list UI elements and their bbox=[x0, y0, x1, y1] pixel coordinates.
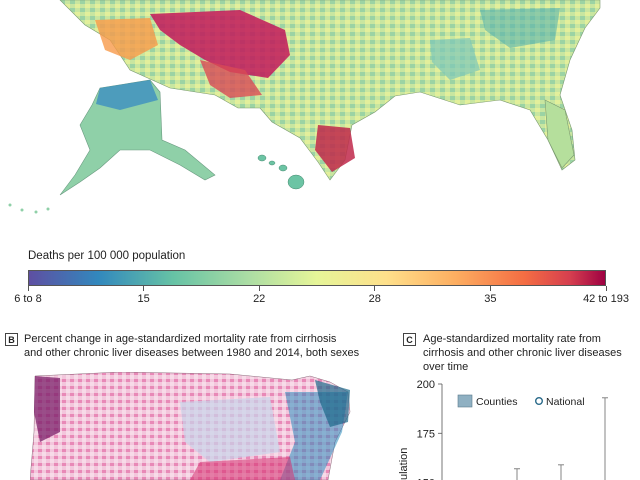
gulf-coast-blue bbox=[430, 38, 480, 80]
southwest-hotspot bbox=[150, 10, 290, 78]
y-tick-label: 200 bbox=[417, 379, 435, 391]
panel-c-letter: C bbox=[403, 333, 416, 346]
y-tick-label: 150 bbox=[417, 478, 435, 480]
counties-legend-label: Counties bbox=[476, 396, 517, 408]
aleutian-islands bbox=[8, 203, 50, 214]
color-scale-tick bbox=[27, 286, 29, 291]
national-legend-label: National bbox=[546, 396, 585, 408]
panel-c-range-chart: 150 175 200 ulation Counties National bbox=[398, 379, 608, 480]
arizona-orange bbox=[95, 18, 158, 60]
florida-peninsula bbox=[544, 99, 575, 169]
panel-c-title-line1: Age-standardized mortality rate from bbox=[423, 333, 601, 345]
panel-c-title-line2: cirrhosis and other chronic liver diseas… bbox=[423, 347, 622, 359]
color-scale-tick bbox=[258, 286, 260, 291]
alaska-north-blue bbox=[96, 80, 158, 110]
northwest-decline bbox=[34, 376, 60, 442]
northeast-blue bbox=[480, 8, 560, 48]
midwest-mixed bbox=[180, 397, 280, 462]
northeast-decline bbox=[315, 380, 350, 427]
hawaii-islands bbox=[257, 154, 305, 190]
alaska-shape bbox=[59, 79, 216, 196]
panel-b-title-line1: Percent change in age-standardized morta… bbox=[24, 333, 337, 345]
color-scale-tick-label: 22 bbox=[253, 293, 266, 305]
color-scale-tick bbox=[143, 286, 145, 291]
color-scale-tick-label: 15 bbox=[137, 293, 150, 305]
color-scale-tick bbox=[489, 286, 491, 291]
counties-legend-swatch bbox=[457, 394, 473, 408]
color-scale-tick-label: 35 bbox=[484, 293, 497, 305]
national-legend-marker bbox=[534, 397, 543, 406]
color-scale-bar bbox=[28, 270, 606, 286]
panel-b-letter: B bbox=[5, 333, 18, 346]
y-axis-label: ulation bbox=[398, 448, 410, 480]
panel-b-title-line2: and other chronic liver diseases between… bbox=[24, 347, 360, 359]
panel-c-title-line3: over time bbox=[423, 361, 469, 373]
texas-hotspot bbox=[315, 125, 355, 172]
color-scale-tick-label: 42 to 193 bbox=[583, 293, 629, 305]
color-scale-tick-label: 6 to 8 bbox=[14, 293, 42, 305]
panel-a-mortality-map bbox=[8, 0, 601, 214]
color-scale-tick bbox=[374, 286, 376, 291]
y-tick-group: 150 175 200 bbox=[417, 379, 442, 480]
panel-b-percent-change-map bbox=[30, 372, 351, 480]
range-group bbox=[514, 397, 608, 480]
south-increase bbox=[190, 457, 295, 480]
color-scale-tick-label: 28 bbox=[368, 293, 381, 305]
legend-title: Deaths per 100 000 population bbox=[28, 250, 186, 262]
color-scale-tick bbox=[605, 286, 607, 291]
new-mexico-hotspot bbox=[200, 60, 262, 98]
y-tick-label: 175 bbox=[417, 428, 435, 440]
